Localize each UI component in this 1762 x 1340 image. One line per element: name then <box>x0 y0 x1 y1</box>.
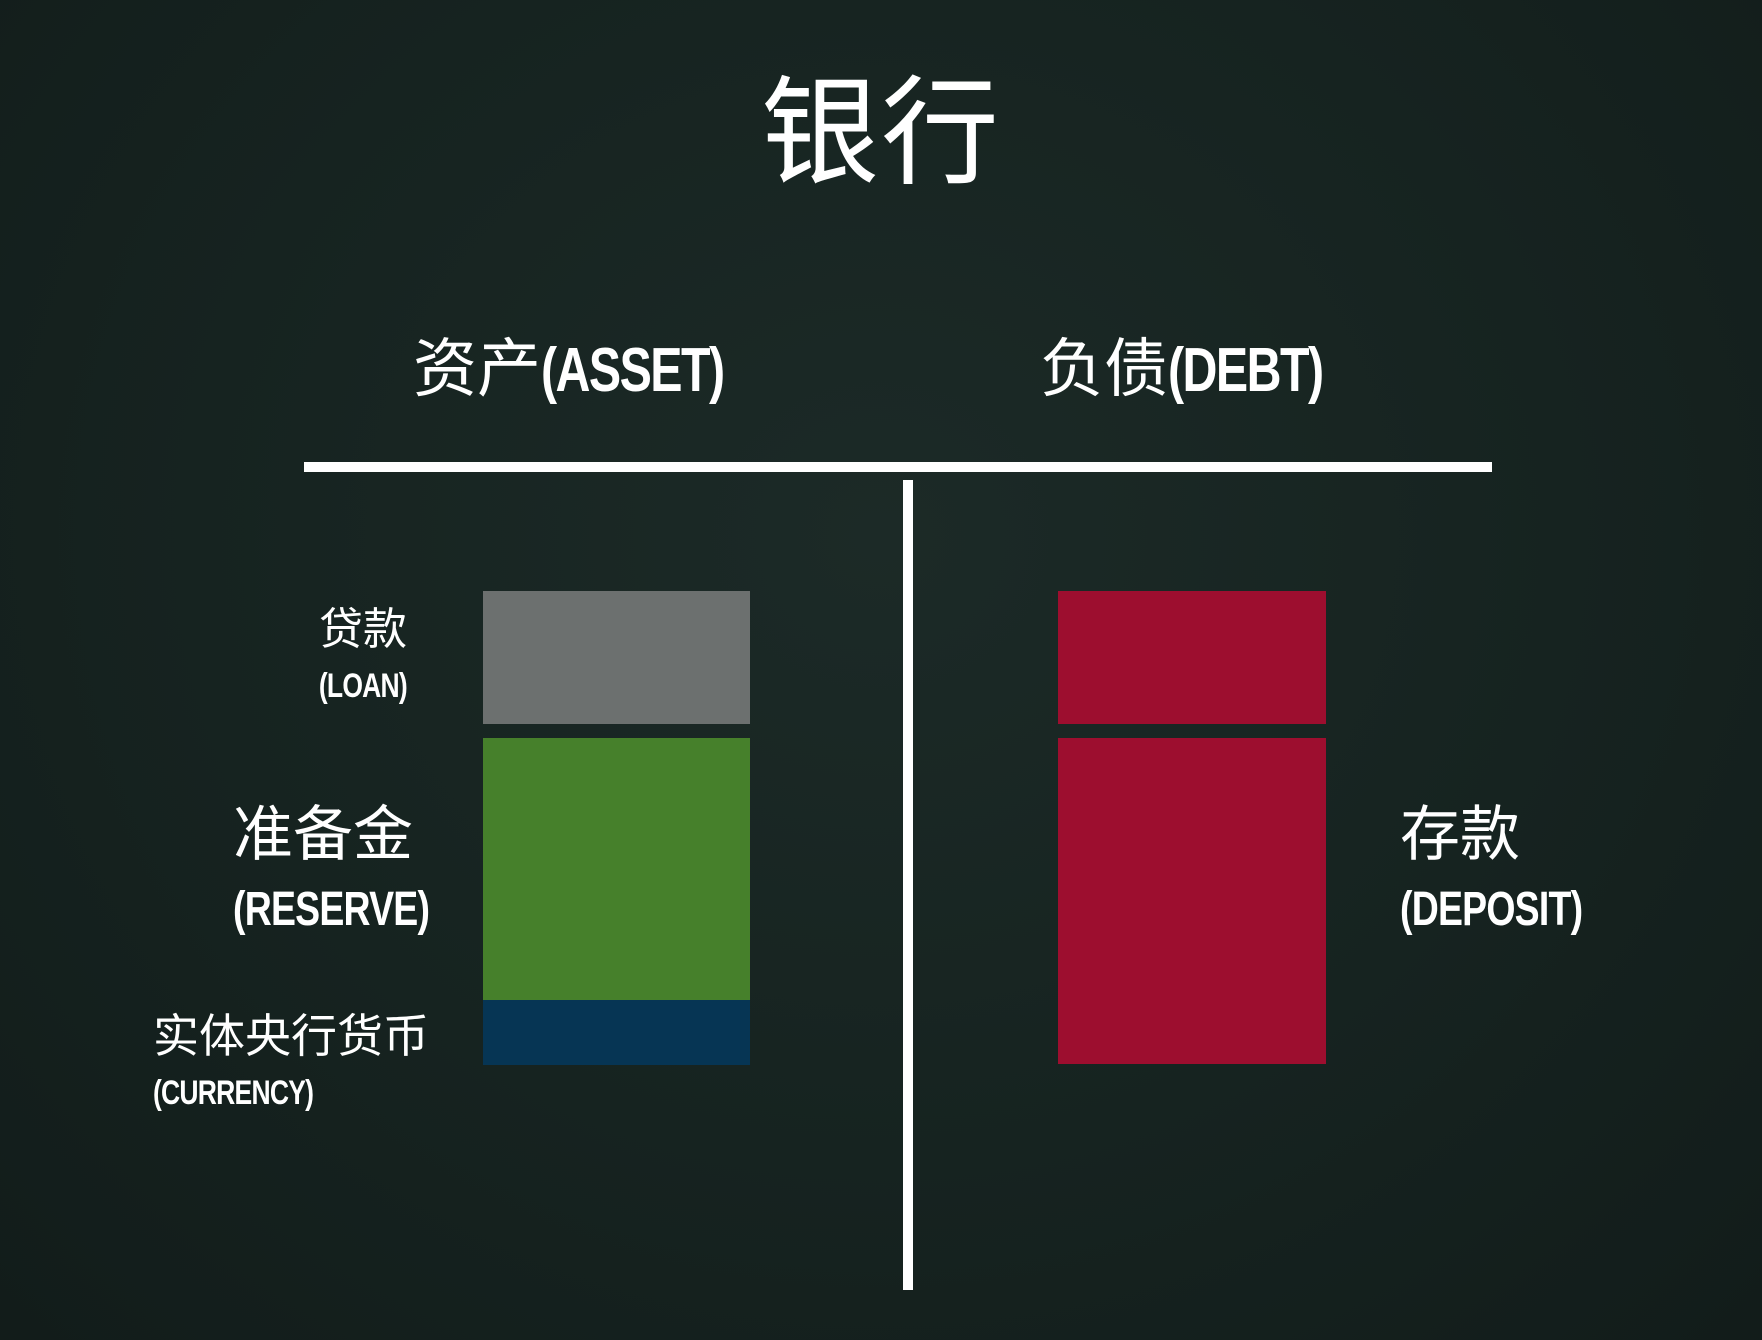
t-account-vertical-line <box>903 480 913 1290</box>
loan-label: 贷款 (LOAN) <box>294 598 408 710</box>
debt-heading: 负债(DEBT) <box>1040 325 1366 416</box>
currency-label-en: (CURRENCY) <box>153 1074 314 1112</box>
debt-heading-zh: 负债 <box>1040 333 1168 407</box>
reserve-label-en: (RESERVE) <box>233 883 430 936</box>
reserve-label-zh: 准备金 <box>233 800 413 870</box>
deposit-label: 存款 (DEPOSIT) <box>1400 793 1634 943</box>
reserve-block <box>483 738 750 1000</box>
currency-label: 实体央行货币 (CURRENCY) <box>153 1003 429 1117</box>
deposit-label-en: (DEPOSIT) <box>1400 883 1583 936</box>
loan-block <box>483 591 750 724</box>
reserve-label: 准备金 (RESERVE) <box>233 793 485 943</box>
deposit-block <box>1058 738 1326 1064</box>
currency-label-zh: 实体央行货币 <box>153 1009 429 1063</box>
diagram-title: 银行 <box>760 64 1001 202</box>
debt-heading-en: (DEBT) <box>1168 336 1324 405</box>
asset-heading-en: (ASSET) <box>541 336 725 405</box>
currency-block <box>483 1000 750 1065</box>
asset-heading: 资产(ASSET) <box>413 325 775 416</box>
loan-label-en: (LOAN) <box>318 667 408 705</box>
deposit-label-zh: 存款 <box>1400 800 1520 870</box>
t-account-horizontal-line <box>304 462 1492 472</box>
asset-heading-zh: 资产 <box>413 333 541 407</box>
loan-label-zh: 贷款 <box>319 604 407 655</box>
debt-upper-block <box>1058 591 1326 724</box>
